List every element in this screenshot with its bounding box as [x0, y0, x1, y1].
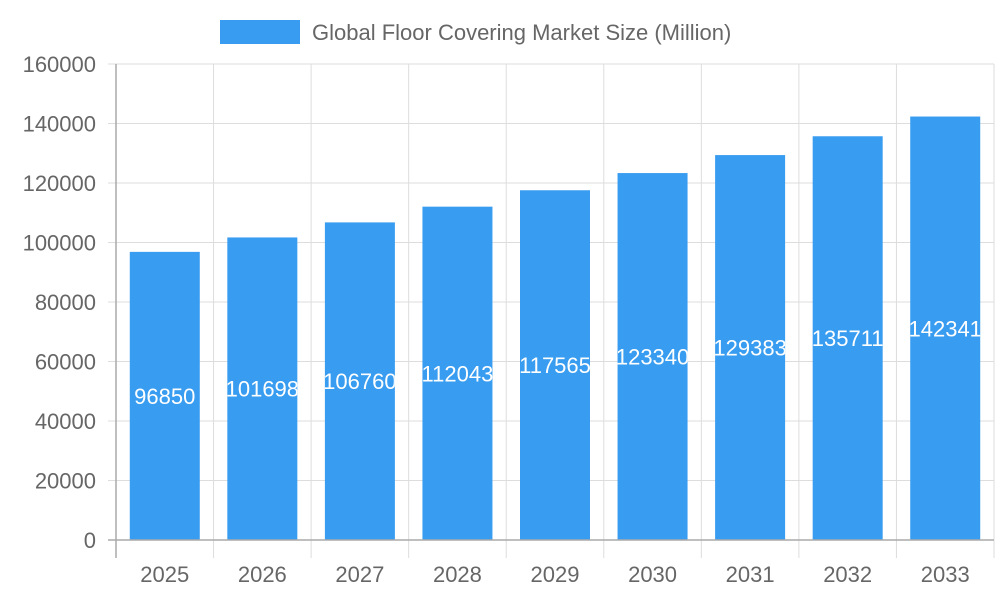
bar	[129, 251, 200, 540]
legend-swatch	[220, 20, 300, 44]
y-tick-label: 0	[84, 528, 96, 553]
y-tick-label: 80000	[35, 290, 96, 315]
x-tick-label: 2032	[823, 562, 872, 587]
x-tick-label: 2033	[921, 562, 970, 587]
x-tick-label: 2029	[531, 562, 580, 587]
data-label: 123340	[616, 345, 689, 370]
data-label: 117565	[519, 353, 591, 378]
y-tick-label: 140000	[23, 112, 96, 137]
bar	[422, 206, 493, 541]
data-label: 142341	[909, 316, 982, 341]
x-tick-label: 2028	[433, 562, 482, 587]
data-label: 96850	[134, 384, 195, 409]
data-label: 101698	[226, 377, 299, 402]
y-tick-label: 20000	[35, 469, 96, 494]
bar	[324, 222, 395, 540]
y-tick-label: 120000	[23, 171, 96, 196]
data-label: 135711	[812, 326, 884, 351]
bar	[617, 173, 688, 540]
y-tick-label: 60000	[35, 350, 96, 375]
x-tick-label: 2027	[335, 562, 384, 587]
bars	[129, 116, 981, 541]
data-label: 112043	[422, 361, 494, 386]
bar	[520, 190, 590, 540]
axes: 0 20000 40000 60000 80000 100000 120000 140000 1…	[23, 52, 994, 587]
x-tick-label: 2031	[726, 562, 775, 587]
data-label: 129383	[713, 336, 786, 361]
y-tick-label: 160000	[23, 52, 96, 77]
legend-label: Global Floor Covering Market Size (Milli…	[312, 20, 731, 45]
y-tick-label: 40000	[35, 409, 96, 434]
x-tick-label: 2026	[238, 562, 287, 587]
y-tick-label: 100000	[23, 231, 96, 256]
x-tick-label: 2025	[140, 562, 189, 587]
bar	[910, 116, 981, 540]
data-labels: 96850 101698 106760 112043 117565 123340 12938…	[134, 316, 982, 409]
bar	[715, 155, 786, 540]
bar	[227, 237, 298, 540]
legend[interactable]: Global Floor Covering Market Size (Milli…	[220, 20, 731, 45]
x-tick-label: 2030	[628, 562, 677, 587]
data-label: 106760	[323, 369, 396, 394]
bar	[812, 136, 883, 541]
